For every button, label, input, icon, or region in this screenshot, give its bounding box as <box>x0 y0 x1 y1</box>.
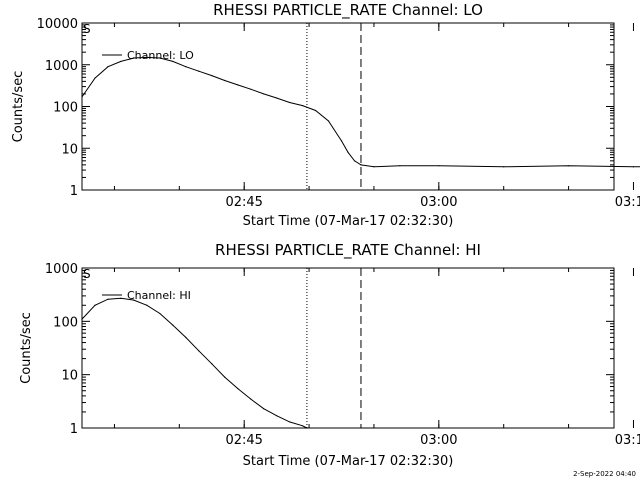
data-point <box>172 324 174 326</box>
data-point <box>250 398 252 400</box>
data-point <box>198 70 200 72</box>
data-point <box>120 297 122 299</box>
data-point <box>107 66 109 68</box>
series-line <box>81 297 308 429</box>
data-point <box>198 350 200 352</box>
data-point <box>289 101 291 104</box>
corner-label: S <box>83 267 91 281</box>
chart-panel-1: RHESSI PARTICLE_RATE Channel: LO 02:45 03:… <box>11 1 640 229</box>
data-point <box>211 74 213 77</box>
data-point <box>120 60 122 63</box>
data-point <box>172 60 174 63</box>
x-tick-label: 03:00 <box>420 195 457 210</box>
data-point <box>81 96 83 98</box>
y-tick-label: 1000 <box>45 59 78 74</box>
x-tick-label: 03:15 <box>615 433 640 448</box>
data-point <box>250 88 252 90</box>
data-point <box>159 312 161 315</box>
data-point <box>438 165 440 167</box>
data-point <box>301 105 304 107</box>
data-point <box>289 421 291 423</box>
chart-panel-2: RHESSI PARTICLE_RATE Channel: HI 02:45 03:… <box>19 241 640 469</box>
y-axis-label: Counts/sec <box>19 312 34 384</box>
data-point <box>107 298 109 300</box>
data-point <box>306 427 308 429</box>
data-point <box>399 165 401 167</box>
data-point <box>340 140 343 142</box>
plot-frame <box>81 267 615 429</box>
legend-label: Channel: LO <box>127 49 194 62</box>
data-point <box>224 79 226 82</box>
data-point <box>276 415 278 417</box>
corner-label: S <box>83 22 91 36</box>
data-point <box>237 84 239 86</box>
x-tick-label: 02:45 <box>225 195 262 210</box>
data-point <box>159 57 161 59</box>
data-point <box>94 304 96 306</box>
data-point <box>263 408 265 410</box>
data-point <box>146 304 148 306</box>
y-tick-label: 1 <box>70 422 78 437</box>
data-point <box>185 336 187 338</box>
chart-title: RHESSI PARTICLE_RATE Channel: LO <box>213 1 483 20</box>
data-point <box>503 166 505 168</box>
data-point <box>133 57 135 59</box>
data-point <box>301 425 304 427</box>
y-tick-label: 10000 <box>37 17 78 32</box>
data-point <box>94 77 96 79</box>
data-point <box>211 363 213 365</box>
x-tick-label: 03:15 <box>615 195 640 210</box>
legend-label: Channel: HI <box>127 289 191 302</box>
chart-title: RHESSI PARTICLE_RATE Channel: HI <box>215 241 481 260</box>
data-point <box>237 387 239 390</box>
data-point <box>276 97 278 99</box>
data-point <box>347 151 349 153</box>
y-tick-label: 100 <box>53 101 78 116</box>
data-point <box>327 120 330 122</box>
y-tick-label: 100 <box>53 315 78 330</box>
x-tick-label: 02:45 <box>225 433 262 448</box>
y-tick-label: 1 <box>70 184 78 199</box>
y-axis-label: Counts/sec <box>11 71 26 143</box>
data-point <box>353 160 356 162</box>
data-point <box>185 66 187 68</box>
data-point <box>81 318 83 320</box>
data-point <box>567 165 570 167</box>
y-tick-label: 1000 <box>45 262 78 277</box>
x-axis-label: Start Time (07-Mar-17 02:32:30) <box>243 454 454 469</box>
x-axis-label: Start Time (07-Mar-17 02:32:30) <box>243 214 454 229</box>
footer-stamp: 2-Sep-2022 04:40 <box>573 470 636 478</box>
x-tick-label: 03:00 <box>420 433 457 448</box>
y-tick-label: 10 <box>61 142 78 157</box>
data-point <box>632 166 635 168</box>
data-point <box>263 93 265 95</box>
data-point <box>146 56 148 58</box>
data-point <box>314 109 317 112</box>
data-point <box>133 299 135 301</box>
data-point <box>373 166 375 168</box>
data-point <box>224 376 226 378</box>
data-point <box>360 164 362 166</box>
y-tick-label: 10 <box>61 369 78 384</box>
